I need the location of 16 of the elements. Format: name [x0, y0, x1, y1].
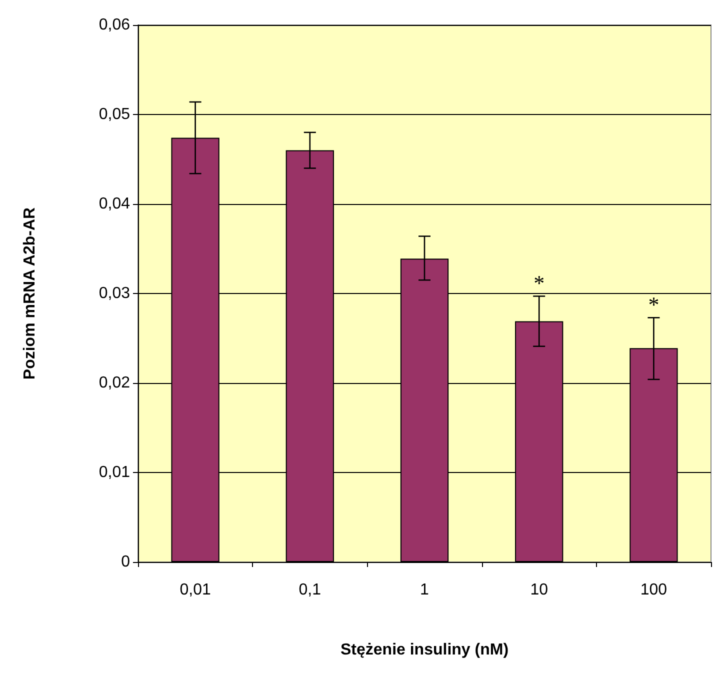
x-tick-label: 100	[640, 582, 668, 598]
x-axis-title: Stężenie insuliny (nM)	[340, 642, 509, 658]
y-tick-label: 0,01	[98, 464, 130, 481]
x-tick-label: 1	[420, 582, 430, 598]
y-axis-title: Poziom mRNA A2b-AR	[22, 206, 38, 380]
y-tick-label: 0,03	[98, 285, 130, 302]
x-tick-label: 0,1	[298, 582, 322, 598]
y-tick-label: 0,02	[98, 374, 130, 392]
annotation: *	[534, 270, 545, 296]
y-tick-label: 0,05	[98, 106, 130, 123]
y-tick-label: 0,06	[98, 16, 130, 34]
y-tick-label: 0	[121, 554, 130, 570]
x-tick-label: 0,01	[180, 582, 211, 598]
y-tick-label: 0,04	[98, 196, 130, 212]
x-tick-label: 10	[530, 582, 548, 598]
annotation: *	[648, 292, 660, 318]
